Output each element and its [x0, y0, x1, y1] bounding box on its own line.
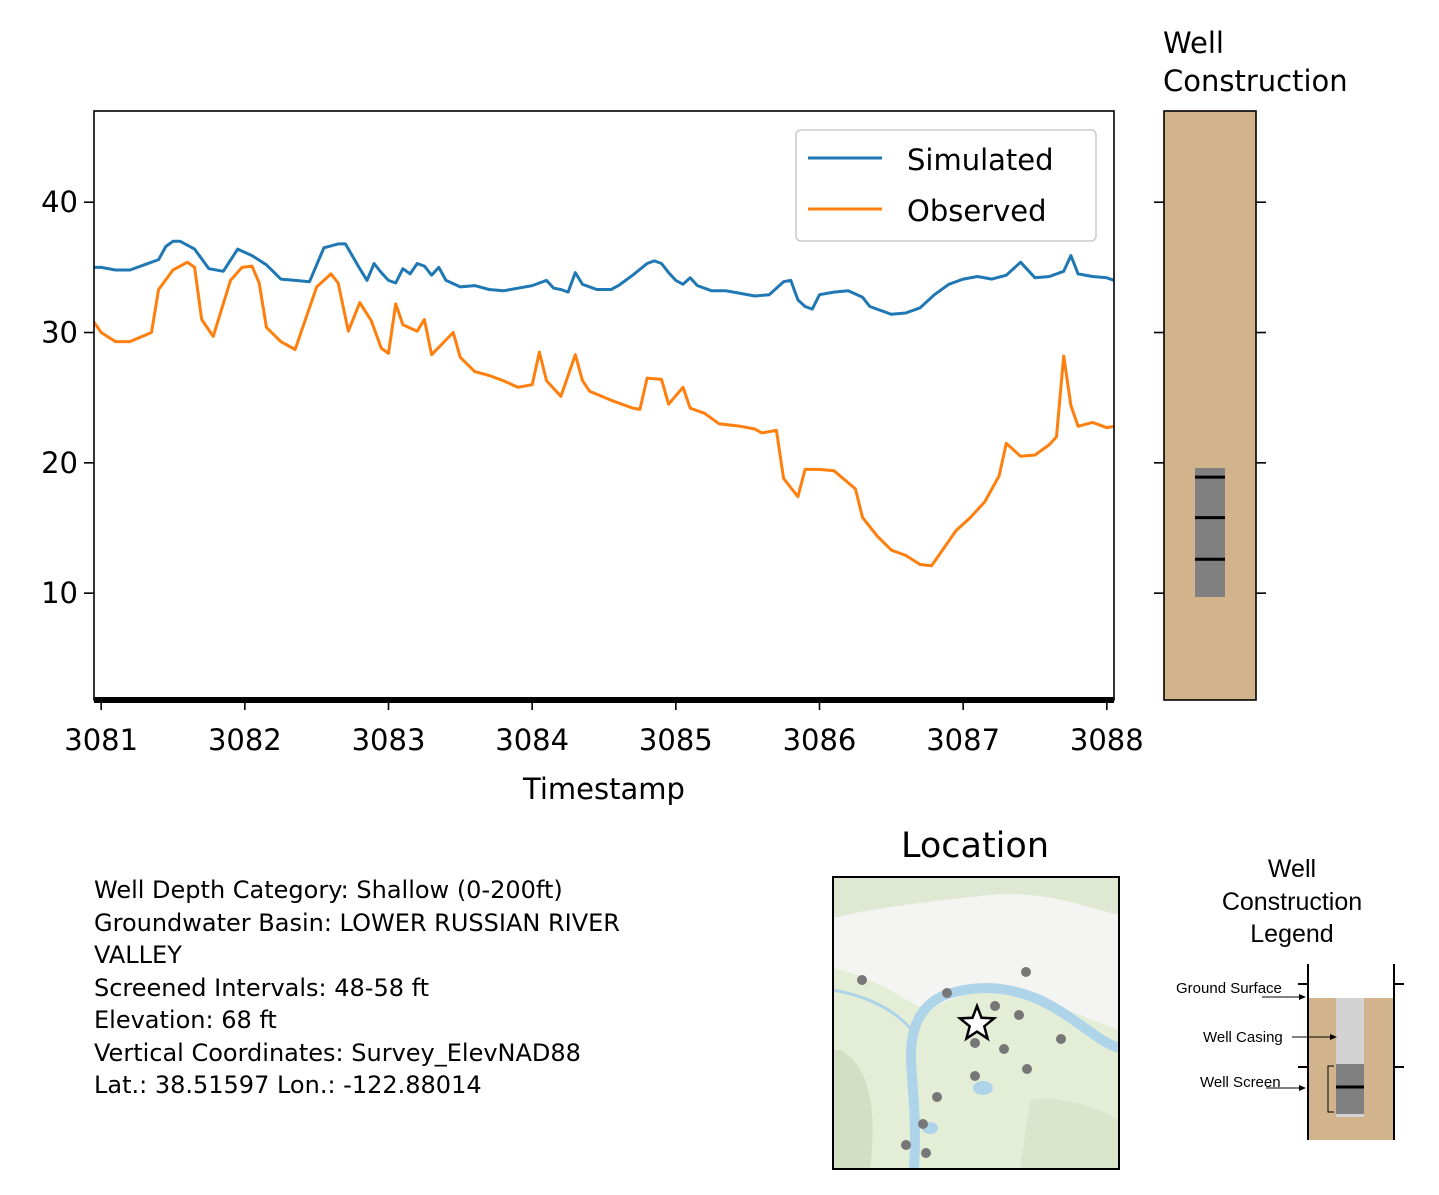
legend-screen	[1336, 1064, 1364, 1114]
map-land-north	[833, 877, 1119, 918]
info-line: Lat.: 38.51597 Lon.: -122.88014	[94, 1071, 482, 1099]
x-tick-label: 3082	[208, 723, 282, 757]
label-ground-surface: Ground Surface	[1176, 980, 1282, 997]
map-well-point	[999, 1044, 1009, 1054]
x-axis-label: Timestamp	[522, 772, 685, 806]
info-line: Vertical Coordinates: Survey_ElevNAD88	[94, 1038, 581, 1067]
map-well-point	[932, 1092, 942, 1102]
location-map: Location	[832, 826, 1120, 1170]
x-tick-label: 3085	[639, 723, 713, 757]
y-tick-label: 30	[41, 316, 78, 350]
info-line: Well Depth Category: Shallow (0-200ft)	[94, 876, 563, 904]
map-well-point	[921, 1148, 931, 1158]
well-construction-panel: Well Construction	[1154, 26, 1348, 701]
map-well-point	[970, 1038, 980, 1048]
location-title: Location	[901, 826, 1049, 866]
x-tick-label: 3083	[352, 723, 426, 757]
well-info-text: Well Depth Category: Shallow (0-200ft) Gr…	[94, 874, 744, 1102]
well-construction-legend: Well Construction Legend Ground Surface …	[1176, 855, 1404, 1140]
series-line-simulated	[94, 239, 1114, 316]
map-well-point	[918, 1119, 928, 1129]
map-well-point	[990, 1001, 1000, 1011]
legend-screen-bracket	[1327, 1065, 1334, 1113]
legend-label-simulated: Simulated	[907, 143, 1054, 177]
legend-title-line3: Legend	[1250, 920, 1333, 948]
map-well-point	[970, 1071, 980, 1081]
x-axis-band	[94, 697, 1114, 703]
y-tick-label: 10	[41, 576, 78, 610]
well-construction-title-line1: Well	[1163, 26, 1224, 60]
legend-casing-bottom	[1336, 1114, 1364, 1117]
selected-well-star-icon	[956, 1002, 998, 1042]
legend-title-line1: Well	[1268, 855, 1316, 883]
legend: Simulated Observed	[795, 129, 1097, 242]
map-well-point	[857, 975, 867, 985]
x-tick-label: 3087	[926, 723, 1000, 757]
x-tick-label: 3088	[1070, 723, 1144, 757]
y-tick-label: 40	[41, 185, 78, 219]
well-construction-title-line2: Construction	[1163, 64, 1348, 98]
map-well-point	[1022, 1064, 1032, 1074]
x-tick-label: 3084	[495, 723, 569, 757]
series-line-observed	[94, 260, 1114, 568]
arrow-head-icon	[1299, 1085, 1306, 1091]
arrow-head-icon	[1330, 1034, 1337, 1040]
well-screen-bar	[1195, 468, 1225, 597]
map-frame	[832, 876, 1120, 1170]
map-well-point	[942, 988, 952, 998]
well-column	[1163, 110, 1257, 701]
y-tick-label: 20	[41, 446, 78, 480]
x-tick-label: 3081	[64, 723, 138, 757]
label-well-casing: Well Casing	[1203, 1029, 1283, 1046]
map-well-point	[1014, 1010, 1024, 1020]
map-well-point	[1056, 1034, 1066, 1044]
map-hill	[833, 1050, 873, 1169]
x-tick-label: 3086	[783, 723, 857, 757]
arrow-head-icon	[1299, 994, 1306, 1000]
map-well-point	[901, 1140, 911, 1150]
map-well-point	[1021, 967, 1031, 977]
map-pond	[973, 1081, 993, 1095]
info-line: Screened Intervals: 48-58 ft	[94, 973, 430, 1002]
label-well-screen: Well Screen	[1200, 1074, 1281, 1091]
water-level-chart: 3081 3082 3083 3084 3085 3086 3087 3088 10 20 30 4…	[41, 110, 1144, 806]
map-hill-east	[1020, 1099, 1119, 1169]
info-line: Groundwater Basin: LOWER RUSSIAN RIVER V…	[94, 908, 620, 970]
map-creek	[833, 988, 914, 1031]
legend-casing	[1336, 998, 1364, 1064]
legend-title-line2: Construction	[1222, 888, 1362, 916]
info-line: Elevation: 68 ft	[94, 1006, 277, 1034]
legend-label-observed: Observed	[907, 194, 1047, 228]
